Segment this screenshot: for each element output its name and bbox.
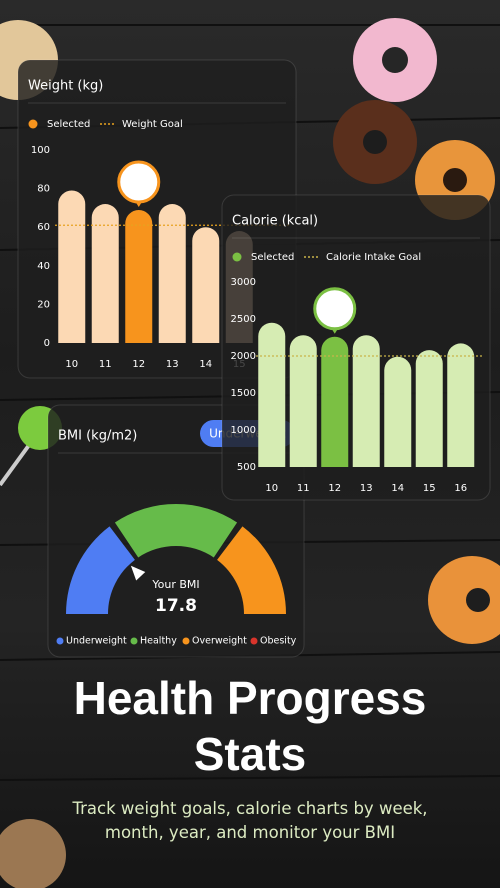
legend-dot — [28, 119, 38, 129]
bar — [415, 350, 443, 467]
y-tick-label: 20 — [37, 299, 50, 310]
x-tick-label: 10 — [65, 359, 78, 370]
charts: Weight (kg) Selected Weight Goal 0 20 40 60 80 1… — [17, 59, 491, 658]
legend-label: Weight Goal — [122, 119, 183, 130]
legend-label: Selected — [47, 119, 90, 130]
bar — [384, 356, 412, 467]
bar — [321, 336, 349, 467]
bar — [58, 190, 86, 343]
x-tick-label: 13 — [360, 483, 373, 494]
bar — [91, 204, 119, 343]
bar — [289, 335, 317, 467]
legend-label: Healthy — [140, 636, 177, 647]
gauge-pointer — [130, 565, 146, 581]
legend-label: Obesity — [260, 636, 297, 647]
legend-label: Selected — [251, 252, 294, 263]
x-tick-label: 11 — [99, 359, 112, 370]
headline: Health Progress Stats — [73, 672, 427, 780]
legend-dot — [232, 252, 242, 262]
tooltip — [313, 287, 357, 331]
y-tick-label: 80 — [37, 184, 50, 195]
legend-label: Overweight — [192, 636, 247, 647]
x-tick-label: 13 — [166, 359, 179, 370]
y-tick-label: 60 — [37, 222, 50, 233]
y-tick-label: 1000 — [231, 425, 256, 436]
x-tick-label: 12 — [328, 483, 341, 494]
x-tick-label: 14 — [199, 359, 212, 370]
card-title: BMI (kg/m2) — [58, 429, 137, 444]
y-tick-label: 40 — [37, 261, 50, 272]
card-title: Weight (kg) — [28, 79, 103, 94]
gauge-value: 17.8 — [155, 596, 197, 616]
y-tick-label: 3000 — [231, 277, 256, 288]
y-tick-label: 2500 — [231, 314, 256, 325]
gauge-segment — [66, 526, 135, 614]
bar — [258, 322, 286, 467]
y-tick-label: 1500 — [231, 388, 256, 399]
x-tick-label: 12 — [132, 359, 145, 370]
bar — [192, 227, 220, 343]
subtitle: Track weight goals, calorie charts by we… — [72, 799, 428, 842]
card-title: Calorie (kcal) — [232, 214, 318, 229]
x-tick-label: 11 — [297, 483, 310, 494]
bar — [352, 335, 380, 467]
bar — [447, 343, 475, 467]
x-tick-label: 10 — [265, 483, 278, 494]
bar — [158, 204, 186, 343]
y-tick-label: 0 — [44, 338, 50, 349]
donuts — [0, 18, 500, 888]
legend-dot — [250, 637, 258, 645]
gauge-segment — [114, 504, 238, 558]
y-tick-label: 2000 — [231, 351, 256, 362]
tooltip — [117, 160, 161, 204]
legend-dot — [130, 637, 138, 645]
legend-dot — [56, 637, 64, 645]
x-tick-label: 16 — [454, 483, 467, 494]
tooltip-value: 68.9 — [127, 171, 152, 184]
legend-label: Underweight — [66, 636, 127, 647]
bar — [125, 210, 153, 343]
gauge-label: Your BMI — [151, 578, 199, 591]
x-tick-label: 14 — [391, 483, 404, 494]
legend-dot — [182, 637, 190, 645]
y-tick-label: 500 — [237, 462, 256, 473]
tooltip-value: 68.9 — [323, 298, 348, 311]
tooltip-unit: kg — [330, 313, 340, 322]
gauge-segment — [217, 526, 286, 614]
tooltip-unit: kg — [134, 187, 144, 196]
legend-label: Calorie Intake Goal — [326, 252, 421, 263]
x-tick-label: 15 — [423, 483, 436, 494]
y-tick-label: 100 — [31, 145, 50, 156]
